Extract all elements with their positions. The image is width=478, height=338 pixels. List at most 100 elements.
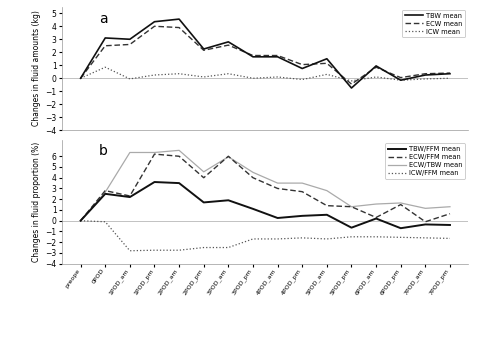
TBW/FFM mean xyxy=(127,195,133,199)
ECW/TBW mean xyxy=(201,170,206,174)
ICW mean xyxy=(398,78,403,82)
ECW/TBW mean xyxy=(176,148,182,152)
TBW/FFM mean xyxy=(447,223,453,227)
ICW mean xyxy=(373,75,379,79)
ECW/FFM mean xyxy=(102,189,108,193)
ECW mean xyxy=(152,24,157,28)
ICW/FFM mean xyxy=(176,248,182,252)
TBW mean xyxy=(250,55,256,59)
ECW/TBW mean xyxy=(152,150,157,154)
Line: ECW mean: ECW mean xyxy=(81,26,450,84)
ICW/FFM mean xyxy=(127,249,133,253)
TBW/FFM mean xyxy=(226,198,231,202)
ECW/TBW mean xyxy=(127,150,133,154)
Y-axis label: Changes in fluid proportion (%): Changes in fluid proportion (%) xyxy=(32,142,41,262)
ICW/FFM mean xyxy=(250,237,256,241)
ECW/FFM mean xyxy=(127,194,133,198)
ECW mean xyxy=(398,76,403,80)
ECW mean xyxy=(324,61,330,65)
ECW mean xyxy=(176,26,182,30)
ICW mean xyxy=(102,65,108,69)
ICW mean xyxy=(275,75,281,79)
ICW mean xyxy=(127,77,133,81)
TBW mean xyxy=(78,76,84,80)
TBW mean xyxy=(102,36,108,40)
ECW/FFM mean xyxy=(152,152,157,156)
ECW/TBW mean xyxy=(275,181,281,185)
TBW/FFM mean xyxy=(102,192,108,196)
TBW/FFM mean xyxy=(250,207,256,211)
TBW mean xyxy=(275,55,281,59)
ECW/TBW mean xyxy=(348,205,354,209)
Text: a: a xyxy=(98,12,108,26)
ECW/TBW mean xyxy=(373,202,379,206)
ECW/FFM mean xyxy=(423,220,428,224)
TBW/FFM mean xyxy=(78,219,84,223)
ECW/FFM mean xyxy=(201,176,206,180)
TBW/FFM mean xyxy=(299,214,305,218)
ICW mean xyxy=(226,72,231,76)
ECW/TBW mean xyxy=(250,170,256,174)
ICW/FFM mean xyxy=(324,237,330,241)
ICW mean xyxy=(152,73,157,77)
ICW/FFM mean xyxy=(201,245,206,249)
ECW/FFM mean xyxy=(226,154,231,158)
Y-axis label: Changes in fluid amounts (kg): Changes in fluid amounts (kg) xyxy=(32,10,41,126)
ECW mean xyxy=(447,71,453,75)
TBW mean xyxy=(152,20,157,24)
ECW/FFM mean xyxy=(373,215,379,219)
Line: TBW/FFM mean: TBW/FFM mean xyxy=(81,182,450,228)
ECW/FFM mean xyxy=(447,212,453,216)
Line: ECW/TBW mean: ECW/TBW mean xyxy=(81,150,450,221)
TBW/FFM mean xyxy=(176,181,182,185)
ICW/FFM mean xyxy=(299,236,305,240)
ECW/TBW mean xyxy=(299,181,305,185)
Line: ICW mean: ICW mean xyxy=(81,67,450,81)
TBW mean xyxy=(423,73,428,77)
ICW/FFM mean xyxy=(226,245,231,249)
ICW mean xyxy=(78,76,84,80)
ECW mean xyxy=(102,44,108,48)
ICW mean xyxy=(176,72,182,76)
ECW/TBW mean xyxy=(398,201,403,205)
ECW/TBW mean xyxy=(102,190,108,194)
TBW mean xyxy=(299,67,305,71)
TBW mean xyxy=(398,78,403,82)
ECW/FFM mean xyxy=(78,219,84,223)
ICW mean xyxy=(250,76,256,80)
TBW/FFM mean xyxy=(348,226,354,230)
TBW mean xyxy=(348,86,354,90)
TBW mean xyxy=(127,37,133,41)
ICW/FFM mean xyxy=(102,220,108,224)
TBW/FFM mean xyxy=(398,226,403,230)
TBW/FFM mean xyxy=(275,216,281,220)
Line: ICW/FFM mean: ICW/FFM mean xyxy=(81,221,450,251)
ECW/FFM mean xyxy=(275,187,281,191)
ECW/FFM mean xyxy=(299,190,305,194)
TBW/FFM mean xyxy=(423,222,428,226)
ECW/TBW mean xyxy=(423,206,428,210)
Legend: TBW/FFM mean, ECW/FFM mean, ECW/TBW mean, ICW/FFM mean: TBW/FFM mean, ECW/FFM mean, ECW/TBW mean… xyxy=(385,143,465,179)
ECW/FFM mean xyxy=(398,202,403,207)
Line: TBW mean: TBW mean xyxy=(81,19,450,88)
TBW mean xyxy=(201,47,206,51)
ICW mean xyxy=(324,72,330,76)
ECW mean xyxy=(226,43,231,47)
ECW mean xyxy=(423,72,428,76)
TBW mean xyxy=(324,57,330,61)
ECW mean xyxy=(127,43,133,47)
TBW/FFM mean xyxy=(373,217,379,221)
ECW/TBW mean xyxy=(78,219,84,223)
TBW mean xyxy=(447,72,453,76)
ICW mean xyxy=(299,77,305,81)
ECW mean xyxy=(348,82,354,86)
ECW mean xyxy=(201,48,206,52)
TBW/FFM mean xyxy=(201,200,206,204)
ICW/FFM mean xyxy=(152,248,157,252)
TBW mean xyxy=(176,17,182,21)
ECW/FFM mean xyxy=(324,203,330,208)
ICW mean xyxy=(348,79,354,83)
ECW/FFM mean xyxy=(348,205,354,209)
Line: ECW/FFM mean: ECW/FFM mean xyxy=(81,154,450,222)
ECW/TBW mean xyxy=(324,189,330,193)
